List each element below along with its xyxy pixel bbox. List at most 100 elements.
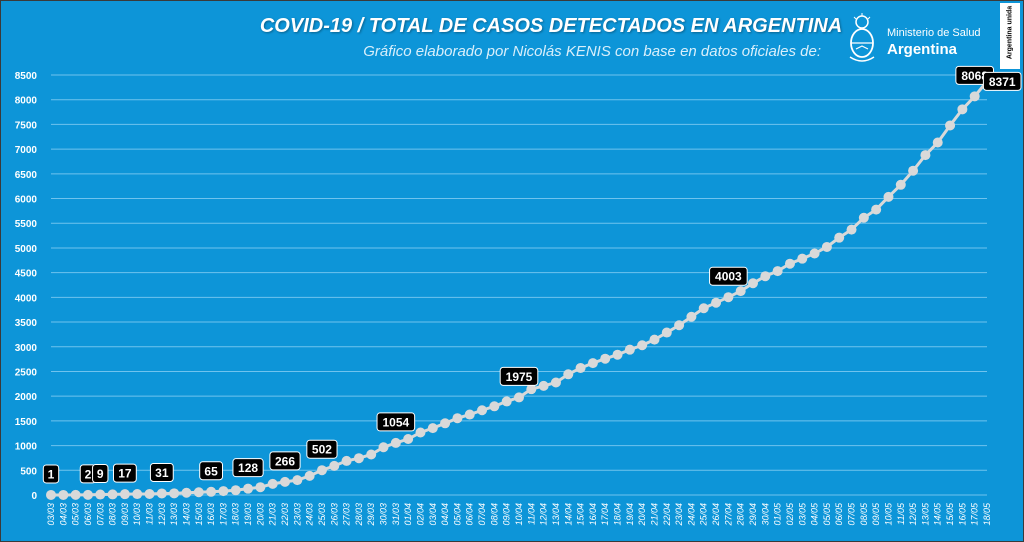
data-point — [107, 489, 118, 500]
x-tick-label: 07/04 — [477, 503, 487, 526]
x-tick-label: 05/05 — [822, 502, 832, 526]
data-point — [440, 418, 451, 429]
data-point — [674, 320, 685, 331]
data-point — [378, 442, 389, 453]
x-tick-label: 16/04 — [588, 503, 598, 526]
data-label-box — [709, 266, 748, 286]
data-point — [119, 489, 130, 500]
x-tick-label: 08/04 — [489, 503, 499, 526]
data-point — [452, 413, 463, 424]
data-label: 1054 — [376, 412, 416, 432]
data-point — [883, 191, 894, 202]
x-tick-label: 31/03 — [391, 503, 401, 526]
data-label-text: 2 — [85, 467, 92, 481]
x-tick-label: 03/03 — [46, 503, 56, 526]
data-label-box — [232, 458, 264, 478]
data-label-box — [199, 461, 224, 481]
data-point — [797, 253, 808, 264]
x-tick-label: 15/03 — [194, 503, 204, 526]
y-tick-label: 4000 — [15, 293, 38, 304]
series-line — [51, 80, 989, 497]
x-tick-label: 01/04 — [403, 503, 413, 526]
x-tick-label: 19/03 — [243, 503, 253, 526]
x-tick-label: 23/04 — [674, 503, 684, 527]
data-label-text: 17 — [118, 467, 132, 481]
x-tick-label: 24/03 — [305, 503, 315, 527]
data-point — [945, 120, 956, 131]
data-point — [821, 241, 832, 252]
data-point — [514, 392, 524, 403]
data-point — [353, 453, 364, 464]
data-point — [920, 150, 931, 161]
data-point — [144, 488, 155, 499]
data-label-box — [499, 366, 539, 386]
x-tick-label: 23/03 — [292, 503, 302, 527]
data-point — [649, 334, 660, 345]
y-tick-label: 2500 — [15, 367, 38, 378]
data-label-text: 65 — [204, 464, 218, 478]
x-tick-label: 25/03 — [317, 503, 327, 527]
data-label-text: 1975 — [506, 370, 533, 384]
data-point — [969, 91, 980, 102]
x-tick-label: 18/04 — [613, 503, 623, 526]
x-tick-label: 17/05 — [970, 502, 980, 526]
x-tick-label: 12/03 — [157, 503, 167, 526]
y-tick-label: 3000 — [15, 343, 38, 354]
data-point — [624, 344, 635, 355]
x-tick-label: 09/05 — [871, 502, 881, 526]
x-tick-label: 14/04 — [563, 503, 573, 526]
x-tick-label: 26/04 — [711, 503, 721, 527]
data-point — [292, 475, 303, 486]
x-tick-label: 20/03 — [255, 503, 265, 527]
x-tick-label: 26/03 — [329, 503, 339, 527]
x-tick-label: 05/03 — [71, 503, 81, 526]
data-point — [723, 292, 734, 303]
chart-subtitle: Gráfico elaborado por Nicolás KENIS con … — [363, 43, 821, 60]
x-tick-label: 19/04 — [625, 503, 635, 526]
data-point — [661, 327, 672, 338]
y-tick-label: 6000 — [15, 195, 38, 206]
data-label-text: 8068 — [961, 69, 988, 83]
y-tick-label: 6500 — [15, 170, 38, 181]
y-tick-label: 7000 — [15, 145, 38, 156]
data-point — [280, 476, 290, 487]
data-point — [243, 483, 254, 494]
data-label-box — [982, 71, 1022, 91]
y-tick-label: 8500 — [15, 71, 38, 82]
data-point — [563, 369, 574, 380]
x-tick-label: 12/04 — [539, 503, 549, 526]
data-label: 4003 — [709, 266, 748, 286]
x-tick-label: 29/04 — [748, 503, 758, 527]
x-tick-label: 27/04 — [723, 503, 733, 527]
data-point — [908, 165, 919, 176]
data-label: 9 — [92, 464, 109, 484]
data-point — [526, 384, 537, 395]
data-point — [156, 488, 167, 499]
data-point — [957, 104, 968, 115]
x-tick-label: 16/03 — [206, 503, 216, 526]
x-tick-label: 03/05 — [797, 502, 807, 526]
x-tick-label: 15/05 — [945, 502, 955, 526]
data-point — [464, 409, 475, 420]
y-tick-label: 500 — [20, 466, 37, 477]
data-point — [587, 358, 598, 369]
data-point — [686, 311, 697, 322]
data-point — [834, 232, 845, 243]
y-tick-label: 8000 — [15, 96, 38, 107]
y-tick-label: 5500 — [15, 219, 38, 230]
data-point — [698, 303, 709, 314]
data-label: 502 — [306, 439, 338, 459]
data-point — [46, 489, 56, 500]
x-tick-label: 08/03 — [108, 503, 118, 526]
data-point — [575, 362, 586, 373]
x-tick-label: 30/04 — [760, 503, 770, 526]
data-point — [403, 434, 414, 445]
data-point — [748, 278, 758, 289]
data-label: 17 — [112, 463, 137, 483]
data-point — [95, 489, 106, 500]
x-tick-label: 04/03 — [58, 503, 68, 526]
x-tick-label: 15/04 — [576, 503, 586, 526]
data-point — [82, 489, 93, 500]
data-label-text: 9 — [97, 467, 104, 481]
data-label: 266 — [269, 451, 301, 471]
